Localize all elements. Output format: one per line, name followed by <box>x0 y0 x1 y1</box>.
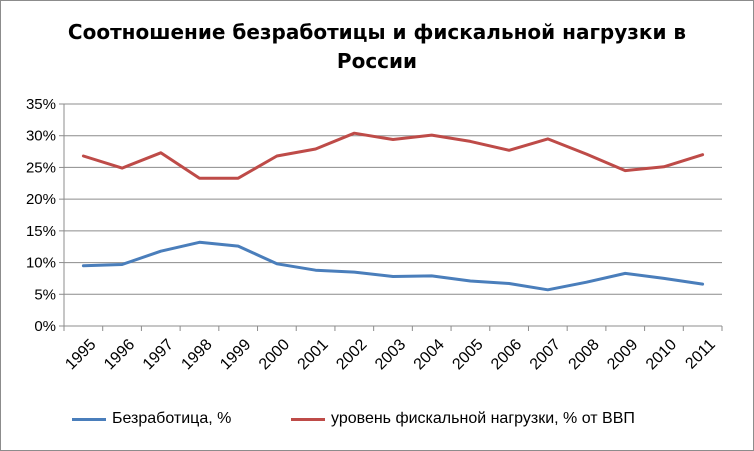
y-tick-label: 20% <box>26 191 56 208</box>
y-tick-label: 15% <box>26 223 56 240</box>
chart-title: Соотношение безработицы и фискальной наг… <box>0 18 754 76</box>
x-tick-label-2007: 2007 <box>527 336 564 373</box>
legend-entry-unemployment: Безработица, % <box>72 408 231 430</box>
x-tick-label-1999: 1999 <box>217 336 254 373</box>
x-tick-label-2000: 2000 <box>256 336 293 373</box>
y-tick-label: 35% <box>26 96 56 113</box>
x-axis-ticks: 1995 1996 1997 1998 1999 2000 2001 2002 2003 2004… <box>62 336 719 373</box>
axes <box>59 103 723 331</box>
x-tick-label-2006: 2006 <box>488 336 525 373</box>
x-tick-label-2004: 2004 <box>411 336 448 373</box>
x-tick-label-2002: 2002 <box>333 336 370 373</box>
x-tick-label-2003: 2003 <box>372 336 409 373</box>
y-axis-ticks: 0% 5% 10% 15% 20% 25% 30% 35% <box>26 96 56 335</box>
legend-label-unemployment: Безработица, % <box>112 410 232 427</box>
x-tick-label-1997: 1997 <box>140 336 177 373</box>
legend-swatch-unemployment <box>72 417 106 421</box>
x-tick-label-1998: 1998 <box>178 336 215 373</box>
legend-swatch-fiscal-burden <box>291 417 325 421</box>
x-tick-label-2005: 2005 <box>449 336 486 373</box>
x-tick-label-1996: 1996 <box>101 336 138 373</box>
series-line-1 <box>81 131 705 180</box>
x-tick-label-1995: 1995 <box>62 336 99 373</box>
x-tick-label-2001: 2001 <box>295 336 332 373</box>
x-tick-label-2011: 2011 <box>682 336 718 372</box>
y-tick-label: 5% <box>34 286 56 303</box>
chart-title-line-1: Соотношение безработицы и фискальной наг… <box>67 20 687 44</box>
series-lines <box>81 131 705 292</box>
y-tick-label: 10% <box>26 255 56 272</box>
y-tick-label: 0% <box>34 318 56 335</box>
x-tick-label-2010: 2010 <box>643 336 680 373</box>
x-tick-label-2008: 2008 <box>566 336 603 373</box>
legend-entry-fiscal-burden: уровень фискальной нагрузки, % от ВВП <box>291 408 635 430</box>
gridlines <box>64 103 722 295</box>
legend: Безработица, % уровень фискальной нагруз… <box>0 408 754 430</box>
series-line-0 <box>81 240 705 292</box>
chart-title-line-2: России <box>336 49 418 73</box>
y-tick-label: 30% <box>26 128 56 145</box>
x-tick-label-2009: 2009 <box>604 336 641 373</box>
legend-label-fiscal-burden: уровень фискальной нагрузки, % от ВВП <box>331 410 635 427</box>
y-tick-label: 25% <box>26 159 56 176</box>
